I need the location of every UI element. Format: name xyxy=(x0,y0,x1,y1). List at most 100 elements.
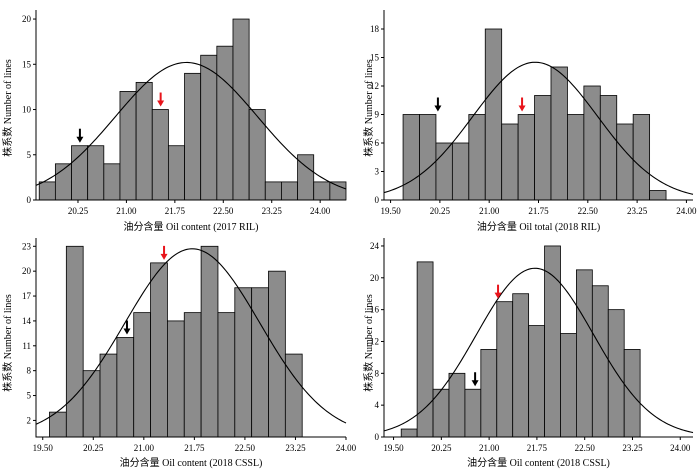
black-arrow-marker xyxy=(123,320,131,335)
histogram-bar xyxy=(528,325,545,438)
y-tick-label: 12 xyxy=(370,81,379,91)
x-tick-label: 21.75 xyxy=(528,206,549,216)
histogram-bar xyxy=(416,261,434,438)
histogram-bar xyxy=(99,353,118,438)
histogram-panel-1: 20.25 21.00 21.75 22.50 23.25 24.00 0 5 10 15 20 油分… xyxy=(1,10,347,233)
x-tick-label: 20.25 xyxy=(68,206,89,216)
x-tick-label: 23.25 xyxy=(262,206,283,216)
histogram-bar xyxy=(284,353,303,438)
histogram-bar xyxy=(576,269,593,438)
histogram-bar xyxy=(623,349,641,438)
y-tick-label: 5 xyxy=(27,150,32,160)
x-tick-label: 22.50 xyxy=(235,443,256,453)
normal-fit-curve xyxy=(383,267,694,434)
histogram-bar xyxy=(435,142,453,201)
x-tick-label: 19.50 xyxy=(383,443,404,453)
normal-fit-curve xyxy=(383,61,694,195)
x-tick-label: 24.00 xyxy=(310,206,331,216)
y-tick-label: 8 xyxy=(27,366,32,376)
histogram-bar xyxy=(484,28,503,201)
y-tick-label: 15 xyxy=(22,59,32,69)
y-tick-label: 23 xyxy=(22,241,32,251)
histogram-bar xyxy=(464,388,482,438)
histogram-bar xyxy=(184,72,202,201)
y-tick-label: 9 xyxy=(375,110,380,120)
histogram-bar xyxy=(649,190,667,201)
histogram-bar xyxy=(632,114,651,201)
histogram-bar xyxy=(183,312,202,438)
y-tick-label: 5 xyxy=(27,391,32,401)
x-tick-label: 24.00 xyxy=(670,443,691,453)
red-arrow-marker xyxy=(494,284,502,299)
histogram-bar xyxy=(281,181,298,201)
histogram-bar xyxy=(313,181,331,201)
histogram-bar xyxy=(71,145,89,201)
histogram-bar xyxy=(534,95,552,201)
histogram-bar xyxy=(480,349,498,438)
black-arrow-marker xyxy=(76,128,84,143)
y-tick-label: 14 xyxy=(22,316,32,326)
x-tick-label: 21.00 xyxy=(134,443,155,453)
histogram-bar xyxy=(87,145,105,201)
histogram-bar xyxy=(501,123,519,201)
histogram-panel-2: 19.50 20.25 21.00 21.75 22.50 23.25 24.00 0 3 6 9 1… xyxy=(362,10,697,233)
x-tick-label: 20.25 xyxy=(430,206,451,216)
y-axis-label: 株系数 Number of lines xyxy=(362,294,375,392)
x-tick-label: 23.25 xyxy=(622,443,643,453)
histogram-bar xyxy=(448,372,466,438)
y-tick-label: 16 xyxy=(370,305,380,315)
histogram-bar xyxy=(517,114,535,201)
y-tick-label: 0 xyxy=(375,432,380,442)
histogram-bar xyxy=(116,337,135,438)
histogram-bar xyxy=(38,181,56,201)
histogram-bar xyxy=(567,114,585,201)
histogram-bar xyxy=(167,145,185,201)
histogram-bar xyxy=(599,95,618,201)
red-arrow-marker xyxy=(157,92,165,107)
histogram-bar xyxy=(329,181,347,201)
x-tick-label: 22.50 xyxy=(575,443,596,453)
histogram-bar xyxy=(400,428,418,438)
normal-fit-curve xyxy=(35,248,347,425)
histogram-bar xyxy=(82,370,101,438)
y-tick-label: 20 xyxy=(22,14,32,24)
histogram-bar xyxy=(200,54,218,201)
histogram-bar xyxy=(135,81,153,201)
y-tick-label: 8 xyxy=(375,368,380,378)
x-tick-label: 24.00 xyxy=(676,206,697,216)
histogram-panel-3: 19.50 20.25 21.00 21.75 22.50 23.25 24.00 2 5 8 11… xyxy=(1,238,357,469)
y-tick-label: 10 xyxy=(22,105,32,115)
histogram-bar xyxy=(268,270,286,438)
histogram-bar xyxy=(232,18,250,201)
histogram-bar xyxy=(583,85,601,201)
y-tick-label: 24 xyxy=(370,241,380,251)
histogram-bar xyxy=(591,285,609,438)
histogram-bar xyxy=(496,301,514,438)
x-tick-label: 19.50 xyxy=(380,206,401,216)
histogram-panel-4: 19.50 20.25 21.00 21.75 22.50 23.25 24.00 0 4 8 12… xyxy=(362,238,694,469)
y-tick-label: 18 xyxy=(370,24,380,34)
x-tick-label: 21.00 xyxy=(479,443,500,453)
y-axis-label: 株系数 Number of lines xyxy=(1,59,14,157)
histogram-bar xyxy=(251,287,269,438)
y-tick-label: 20 xyxy=(370,273,380,283)
red-arrow-marker xyxy=(518,97,526,112)
histogram-bar xyxy=(451,142,470,201)
x-tick-label: 22.50 xyxy=(213,206,234,216)
histogram-bar xyxy=(217,312,236,438)
y-tick-label: 4 xyxy=(375,400,380,410)
x-tick-label: 24.00 xyxy=(336,443,357,453)
x-tick-label: 23.25 xyxy=(285,443,306,453)
histogram-bar xyxy=(544,245,561,438)
histogram-bar xyxy=(560,333,577,438)
x-tick-label: 21.75 xyxy=(527,443,548,453)
y-tick-label: 15 xyxy=(370,53,380,63)
x-tick-label: 22.50 xyxy=(578,206,599,216)
y-axis-label: 株系数 Number of lines xyxy=(1,294,14,392)
y-tick-label: 11 xyxy=(22,341,31,351)
x-tick-label: 21.75 xyxy=(184,443,205,453)
x-tick-label: 23.25 xyxy=(627,206,648,216)
y-tick-label: 17 xyxy=(22,291,32,301)
histogram-bar xyxy=(468,114,486,201)
